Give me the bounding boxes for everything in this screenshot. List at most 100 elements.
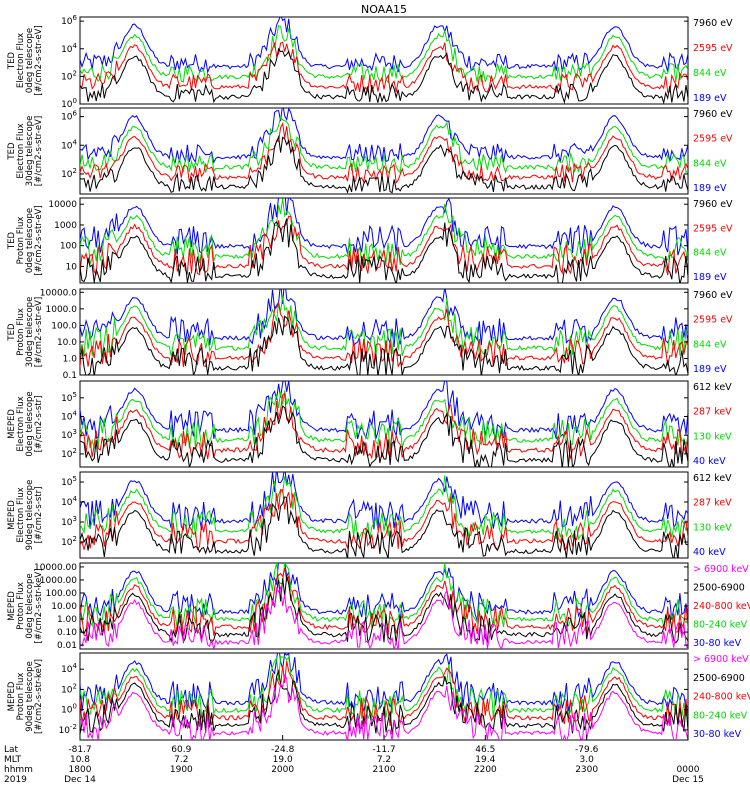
y-axis-label-line: [#/cm2-s-str] (34, 487, 44, 544)
series-612-kev (80, 405, 688, 467)
panel-traces (80, 289, 688, 375)
series-2500-6900 (80, 575, 688, 644)
y-tick-label: 106 (61, 110, 77, 123)
y-axis-label-line: [#/cm2-s-str-keV] (34, 569, 44, 644)
footer-row-label: hhmm (4, 765, 33, 775)
y-axis-label-line: Proton Flux (16, 308, 26, 356)
lat-value: 46.5 (475, 745, 495, 755)
y-tick-label: 102 (61, 682, 77, 695)
y-tick-label: 105 (61, 391, 77, 404)
mlt-value: 7.2 (377, 755, 391, 765)
legend-entry: 612 keV (693, 473, 732, 484)
y-tick-label: 1000.00 (40, 576, 77, 586)
y-axis-label-line: [#/cm2-s-str-eV] (34, 116, 44, 186)
y-tick-label: 104 (61, 495, 77, 508)
y-tick-label: 103 (61, 428, 77, 441)
y-axis-label-line: MEPED (7, 409, 17, 439)
legend-entry: 130 keV (693, 431, 732, 442)
footer-row-label: Lat (4, 745, 19, 755)
y-tick-label: 0.10 (57, 628, 77, 638)
chart-title: NOAA15 (361, 3, 407, 16)
panel-8: 10-2 100 102 104 MEPED Proton Flux 90deg teles… (7, 652, 750, 741)
y-tick-label: 100.00 (46, 589, 78, 599)
y-tick-label: 10 (66, 262, 78, 272)
y-axis-label-line: TED (7, 323, 17, 342)
y-tick-label: 10000 (48, 200, 77, 210)
legend-entry: 844 eV (693, 158, 727, 169)
series-7960-ev (80, 218, 688, 283)
y-tick-label: 102 (61, 447, 77, 460)
panel-4: 10000.0 1000.0 100.0 10.0 1.0 0.1 TED Proton Fl… (7, 288, 733, 381)
lat-value: -24.8 (271, 745, 295, 755)
legend-entry: 612 keV (693, 382, 732, 393)
y-axis-label-line: Electron Flux (16, 396, 26, 451)
time-label: 2100 (373, 765, 396, 775)
time-label: 2000 (271, 765, 294, 775)
y-tick-label: 104 (61, 410, 77, 423)
mlt-value: 19.0 (273, 755, 293, 765)
legend-entry: 2500-6900 (693, 673, 745, 684)
panel-frame (79, 16, 689, 105)
lat-value: 60.9 (171, 745, 191, 755)
series--6900-kev (80, 585, 688, 649)
y-axis-label-line: Proton Flux (16, 673, 26, 721)
legend-entry: 7960 eV (693, 290, 733, 301)
legend-entry: 130 keV (693, 522, 732, 533)
legend-entry: 40 keV (693, 547, 726, 558)
time-label: 2200 (474, 765, 497, 775)
legend-entry: 7960 eV (693, 109, 733, 120)
legend-entry: 844 eV (693, 248, 727, 259)
panel-traces (80, 17, 688, 104)
mlt-value: 10.8 (70, 755, 90, 765)
lat-value: -11.7 (372, 745, 395, 755)
panel-7: 10000.00 1000.00 100.00 10.00 1.00 0.10 0.01 ME… (7, 562, 750, 651)
legend-entry: 7960 eV (693, 199, 733, 210)
series-189-ev (80, 289, 688, 348)
legend-entry: 189 eV (693, 272, 727, 283)
y-axis-label-line: 90deg telescope (25, 480, 35, 551)
y-tick-label: 100 (61, 97, 77, 110)
y-tick-label: 105 (61, 475, 77, 488)
y-tick-label: 100.0 (51, 321, 77, 331)
y-axis-label-line: 90deg telescope (25, 661, 35, 732)
legend-entry: 30-80 keV (693, 729, 742, 740)
date-label: Dec 15 (672, 775, 704, 785)
panel-traces (80, 198, 688, 283)
legend-entry: 2500-6900 (693, 583, 745, 594)
y-tick-label: 104 (61, 662, 77, 675)
legend-entry: 240-800 keV (693, 601, 750, 612)
y-axis-label-line: TED (7, 51, 17, 70)
legend-entry: 40 keV (693, 456, 726, 467)
series-7960-ev (80, 315, 688, 375)
footer-row-label: MLT (4, 755, 22, 765)
time-label: 1800 (69, 765, 92, 775)
panel-6: 102 103 104 105 MEPED Electron Flux 90deg tele… (7, 471, 732, 559)
y-axis-label-line: MEPED (7, 681, 17, 711)
y-tick-label: 1000.0 (46, 305, 78, 315)
y-axis-label-line: 30deg telescope (25, 116, 35, 187)
y-tick-label: 102 (61, 69, 77, 82)
y-axis-label-line: TED (7, 142, 17, 161)
legend-entry: 844 eV (693, 68, 727, 79)
legend-entry: 189 eV (693, 183, 727, 194)
series-2595-ev (80, 41, 688, 94)
series-189-ev (80, 108, 688, 164)
y-tick-label: 104 (61, 42, 77, 55)
series-30-80-kev (80, 653, 688, 714)
panel-3: 10000 1000 100 10 TED Proton Flux 0deg telesco… (7, 197, 733, 284)
panel-2: 102 104 106 TED Electron Flux 30deg telescope… (7, 107, 733, 195)
y-axis-label-line: TED (7, 231, 17, 250)
legend-entry: 7960 eV (693, 18, 733, 29)
legend-entry: 2595 eV (693, 43, 733, 54)
series-844-ev (80, 116, 688, 174)
legend-entry: 80-240 keV (693, 710, 748, 721)
y-axis-label-line: [#/cm2-s-str-eV] (34, 297, 44, 367)
panel-frame (79, 380, 689, 468)
panel-frame (79, 652, 689, 741)
y-axis-label-line: Electron Flux (16, 33, 26, 88)
series-240-800-kev (80, 660, 688, 727)
y-tick-label: 104 (61, 138, 77, 151)
legend-entry: 2595 eV (693, 134, 733, 145)
panel-traces (80, 563, 688, 649)
mlt-value: 3.0 (580, 755, 595, 765)
